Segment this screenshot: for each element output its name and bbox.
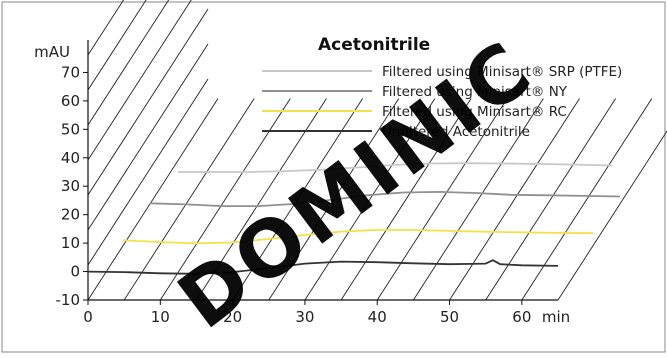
grid-diagonal-line bbox=[376, 98, 508, 301]
grid-hatch-line bbox=[87, 78, 209, 266]
y-tick-label: 70 bbox=[61, 63, 80, 81]
x-tick-label: 50 bbox=[440, 308, 459, 326]
y-tick-label: 30 bbox=[61, 177, 80, 195]
grid-diagonal-line bbox=[521, 98, 653, 301]
grid-hatch-line bbox=[87, 0, 125, 56]
grid-diagonal-line bbox=[557, 130, 667, 301]
grid-hatch-line bbox=[87, 0, 192, 161]
x-tick-label: 20 bbox=[223, 308, 242, 326]
x-tick-label: 60 bbox=[512, 308, 531, 326]
grid-hatch-line bbox=[87, 0, 170, 126]
series-layer bbox=[87, 162, 621, 275]
y-tick-label: 40 bbox=[61, 149, 80, 167]
grid-diagonal-line bbox=[87, 98, 219, 301]
grid-diagonal-line bbox=[304, 98, 436, 301]
grid-hatch-line bbox=[87, 43, 209, 231]
x-tick-label: 30 bbox=[295, 308, 314, 326]
legend-entry: Filtered using Minisart® NY bbox=[382, 84, 568, 100]
series-line bbox=[122, 229, 594, 245]
x-tick-label: 40 bbox=[368, 308, 387, 326]
grid-diagonal-line bbox=[413, 98, 544, 301]
grid-diagonal-line bbox=[159, 98, 291, 301]
y-tick-label: -10 bbox=[56, 291, 81, 309]
legend-entry: Filtered using Minisart® SRP (PTFE) bbox=[382, 64, 622, 80]
x-tick-label: 0 bbox=[83, 308, 93, 326]
series-line bbox=[87, 259, 559, 275]
y-axis-label: mAU bbox=[34, 43, 70, 61]
y-tick-label: 20 bbox=[61, 206, 80, 224]
grid-diagonal-line bbox=[340, 98, 472, 301]
grid-diagonal-line bbox=[123, 98, 255, 301]
y-tick-label: 60 bbox=[61, 92, 80, 110]
grid-diagonal-line bbox=[485, 98, 617, 301]
y-tick-label: 50 bbox=[61, 120, 80, 138]
y-tick-label: 10 bbox=[61, 234, 80, 252]
legend: Filtered using Minisart® SRP (PTFE) Filte… bbox=[262, 64, 622, 140]
grid-diagonal-line bbox=[196, 98, 327, 301]
grid-diagonal-line bbox=[449, 98, 580, 301]
y-tick-label: 0 bbox=[70, 263, 80, 281]
legend-entry: Filtered using Minisart® RC bbox=[382, 104, 567, 120]
chart-title: Acetonitrile bbox=[318, 35, 430, 55]
legend-entry: Unfiltered Acetonitrile bbox=[382, 124, 530, 140]
series-line bbox=[149, 190, 621, 208]
grid-hatch-line bbox=[87, 0, 147, 91]
series-line bbox=[178, 162, 612, 173]
watermark-text: DOMINIC bbox=[163, 24, 550, 347]
grid-diagonal-line bbox=[232, 98, 363, 301]
x-tick-label: 10 bbox=[151, 308, 170, 326]
x-axis-label: min bbox=[542, 308, 570, 326]
grid-hatch-line bbox=[87, 8, 209, 196]
